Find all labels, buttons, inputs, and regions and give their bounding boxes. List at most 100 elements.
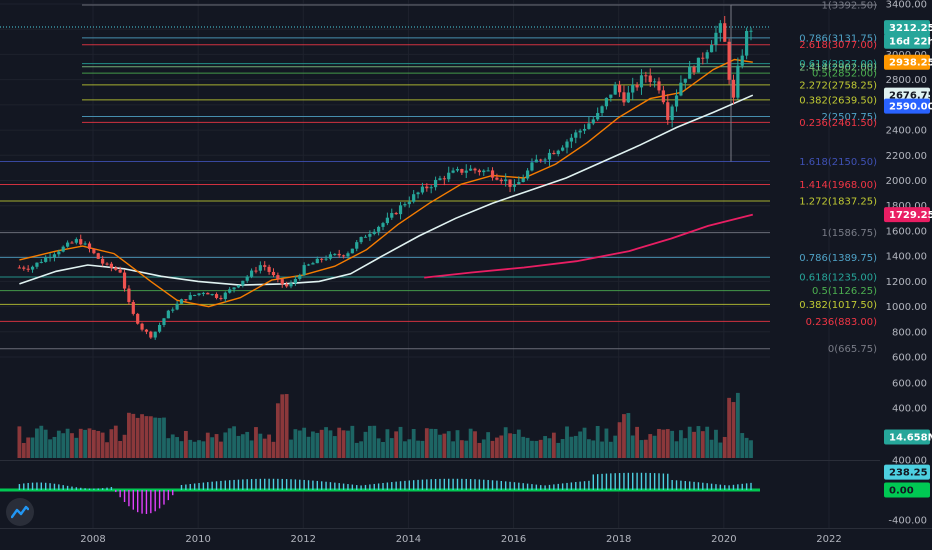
candle-body (324, 258, 328, 260)
fib-level-label: 1.414(1968.00) (799, 180, 877, 191)
candle-body (285, 284, 289, 287)
candle-body (512, 184, 517, 187)
fib-level-label: 2(2507.75) (821, 112, 877, 123)
volume-bar (679, 430, 683, 458)
volume-bar (135, 417, 140, 458)
volume-bar (96, 430, 101, 458)
volume-bar (100, 432, 105, 458)
volume-bar (700, 431, 705, 458)
volume-bar (595, 425, 600, 458)
candle-body (723, 23, 727, 42)
time-tick-label: 2012 (291, 534, 316, 545)
tradingview-logo[interactable] (6, 498, 34, 526)
volume-bar (65, 428, 70, 458)
candle-body (83, 243, 87, 245)
candle-body (276, 275, 280, 280)
candle-body (674, 95, 679, 107)
candle-body (149, 331, 153, 338)
candle-body (455, 169, 460, 171)
candle-body (17, 267, 22, 269)
fib-level-label: 2.414(2902.00) (799, 62, 877, 73)
candle-body (101, 258, 105, 264)
candle-body (381, 223, 385, 227)
volume-bar (258, 433, 263, 458)
candle-body (644, 75, 648, 77)
volume-bar (481, 439, 486, 458)
candle-body (482, 170, 486, 173)
volume-bar (354, 442, 359, 458)
volume-bar (722, 436, 727, 458)
fib-level-label: 0.5(1126.25) (812, 286, 877, 297)
price-tick-label: 1600.00 (886, 226, 927, 237)
candle-body (289, 283, 293, 287)
volume-bar (486, 432, 491, 458)
candle-body (718, 23, 722, 33)
volume-bar (210, 437, 215, 458)
candle-body (604, 97, 609, 107)
candle-body (552, 152, 556, 155)
candle-body (499, 179, 503, 182)
candle-body (346, 253, 350, 257)
volume-bar (271, 441, 276, 458)
candle-body (591, 119, 595, 124)
volume-bar (639, 440, 644, 458)
candle-body (622, 92, 626, 103)
volume-bar (495, 437, 499, 458)
volume-bar (302, 427, 307, 458)
candle-body (232, 287, 236, 290)
volume-bar (490, 440, 495, 458)
volume-bar (389, 438, 394, 458)
volume-bar (113, 425, 118, 458)
volume-bar (582, 427, 587, 458)
volume-bar (332, 436, 337, 458)
volume-bar (337, 427, 342, 458)
osc-badge-bg (884, 464, 930, 480)
candle-body (57, 251, 61, 255)
candle-body (188, 295, 192, 300)
time-axis[interactable]: 2008 2010 2012 2014 2016 2018 2020 2022 (80, 534, 841, 545)
volume-bar (398, 426, 403, 458)
volume-bar (696, 426, 701, 458)
volume-bar (516, 429, 521, 458)
candle-body (298, 275, 302, 279)
price-tick-label: 2200.00 (886, 151, 927, 162)
candle-body (473, 168, 477, 171)
volume-bar (289, 439, 293, 458)
volume-bar (175, 437, 180, 458)
volume-bar (718, 442, 723, 458)
volume-bar (197, 440, 201, 458)
volume-bar (183, 430, 188, 458)
volume-bar (424, 428, 429, 458)
fib-level-label: 2.618(3077.00) (799, 40, 877, 51)
fib-level-label: 1(3392.50) (821, 0, 877, 11)
fib-level-label: 0.382(2639.50) (799, 95, 877, 106)
candle-body (223, 292, 227, 300)
ma-long-line (424, 213, 754, 279)
candle-body (626, 92, 630, 103)
price-badge: 2938.25 (889, 58, 932, 69)
candle-body (118, 269, 122, 273)
volume-bar (52, 436, 57, 458)
candle-body (179, 299, 184, 304)
candle-body (692, 66, 696, 73)
volume-bar (122, 434, 127, 458)
time-tick-label: 2008 (80, 534, 105, 545)
price-axis[interactable]: 600.00 800.00 1000.00 1200.00 1400.00 1600.00… (880, 0, 932, 528)
volume-bar (83, 429, 88, 458)
volume-bar (381, 441, 385, 458)
candle-body (504, 179, 508, 182)
volume-bar (600, 441, 604, 458)
candle-body (74, 239, 78, 243)
volume-bar (157, 417, 162, 458)
volume-bar (367, 425, 372, 458)
volume-bar (376, 438, 381, 458)
time-tick-label: 2018 (606, 534, 631, 545)
volume-bar (219, 441, 223, 458)
volume-bar (227, 428, 232, 458)
candle-body (320, 258, 324, 260)
volume-bar (525, 437, 530, 458)
fib-level-label: 0.5(2852.00) (812, 69, 877, 80)
candle-body (254, 270, 258, 272)
candle-body (490, 170, 495, 178)
